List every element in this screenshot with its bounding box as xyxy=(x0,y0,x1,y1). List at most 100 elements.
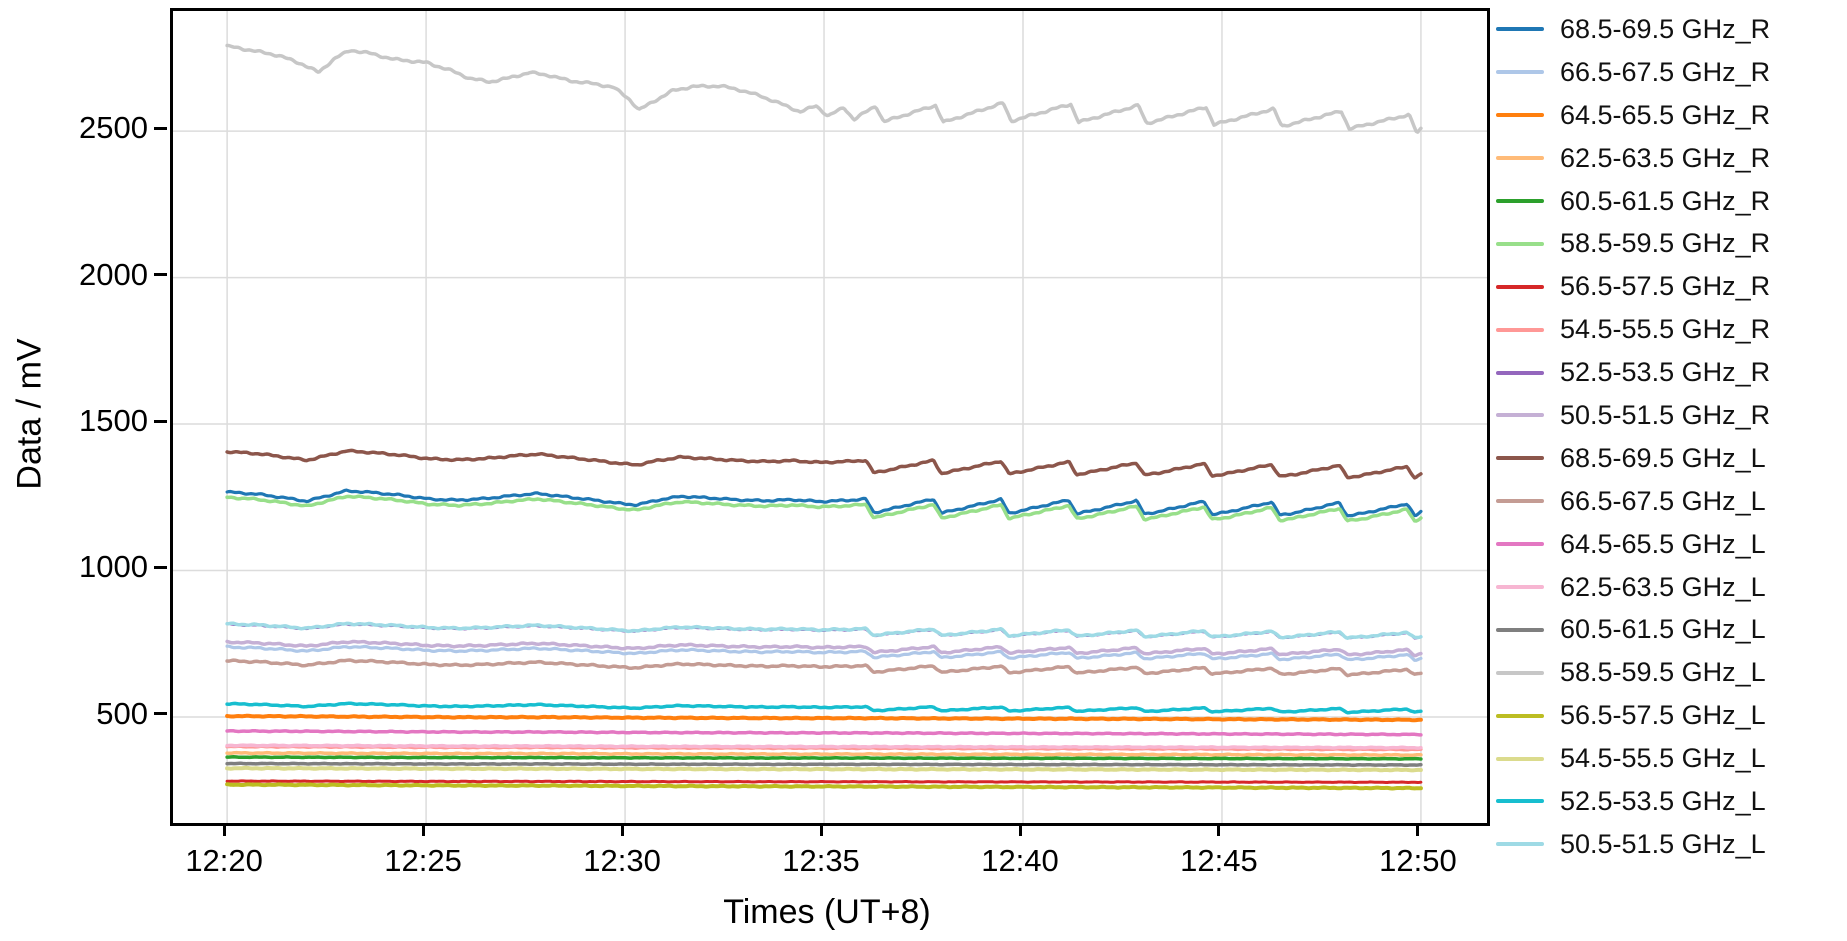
legend-item: 54.5-55.5 GHz_R xyxy=(1496,314,1841,345)
plot-area xyxy=(170,8,1490,826)
y-tick-label: 1500 xyxy=(79,403,148,439)
series-line-68-5-69-5-GHz_L xyxy=(225,448,1423,480)
legend-swatch xyxy=(1496,713,1544,718)
legend-swatch xyxy=(1496,542,1544,547)
legend-label: 64.5-65.5 GHz_L xyxy=(1560,528,1766,559)
legend-item: 56.5-57.5 GHz_R xyxy=(1496,271,1841,302)
x-tick-mark xyxy=(1416,823,1420,836)
legend-swatch xyxy=(1496,756,1544,761)
series-line-60-5-61-5-GHz_R xyxy=(225,755,1423,761)
x-tick-label: 12:20 xyxy=(185,843,263,878)
y-tick-mark xyxy=(154,565,167,569)
legend-label: 50.5-51.5 GHz_L xyxy=(1560,828,1766,859)
legend-item: 64.5-65.5 GHz_L xyxy=(1496,529,1841,560)
legend-label: 60.5-61.5 GHz_L xyxy=(1560,614,1766,645)
y-tick-label: 500 xyxy=(96,695,148,731)
x-axis-label: Times (UT+8) xyxy=(723,893,931,931)
x-tick-label: 12:50 xyxy=(1379,843,1457,878)
y-tick-mark xyxy=(154,273,167,277)
series-line-62-5-63-5-GHz_R xyxy=(225,750,1423,758)
legend-item: 52.5-53.5 GHz_L xyxy=(1496,786,1841,817)
legend-swatch xyxy=(1496,627,1544,632)
y-axis-label: Data / mV xyxy=(10,338,49,490)
legend-item: 62.5-63.5 GHz_R xyxy=(1496,143,1841,174)
series-line-62-5-63-5-GHz_L xyxy=(225,743,1423,750)
x-tick-label: 12:45 xyxy=(1180,843,1258,878)
y-tick-mark xyxy=(154,126,167,130)
legend-label: 62.5-63.5 GHz_L xyxy=(1560,571,1766,602)
legend-label: 54.5-55.5 GHz_L xyxy=(1560,743,1766,774)
legend-label: 68.5-69.5 GHz_L xyxy=(1560,442,1766,473)
legend-item: 64.5-65.5 GHz_R xyxy=(1496,100,1841,131)
x-tick-label: 12:40 xyxy=(981,843,1059,878)
legend-swatch xyxy=(1496,156,1544,161)
legend-item: 68.5-69.5 GHz_L xyxy=(1496,443,1841,474)
legend-label: 56.5-57.5 GHz_R xyxy=(1560,271,1771,302)
legend-swatch xyxy=(1496,670,1544,675)
legend-label: 52.5-53.5 GHz_L xyxy=(1560,785,1766,816)
series-line-52-5-53-5-GHz_L xyxy=(225,701,1423,715)
legend-item: 66.5-67.5 GHz_R xyxy=(1496,57,1841,88)
legend-label: 54.5-55.5 GHz_R xyxy=(1560,314,1771,345)
chart-canvas xyxy=(173,11,1487,823)
series-line-66-5-67-5-GHz_L xyxy=(225,658,1423,678)
legend-swatch xyxy=(1496,799,1544,804)
legend-swatch xyxy=(1496,113,1544,118)
y-tick-mark xyxy=(154,712,167,716)
legend-label: 52.5-53.5 GHz_R xyxy=(1560,357,1771,388)
y-tick-label: 2000 xyxy=(79,256,148,292)
legend-swatch xyxy=(1496,241,1544,246)
legend-label: 66.5-67.5 GHz_L xyxy=(1560,485,1766,516)
legend-swatch xyxy=(1496,585,1544,590)
legend-swatch xyxy=(1496,284,1544,289)
legend-swatch xyxy=(1496,370,1544,375)
legend-swatch xyxy=(1496,413,1544,418)
series-line-58-5-59-5-GHz_L xyxy=(225,43,1423,134)
legend-label: 68.5-69.5 GHz_R xyxy=(1560,13,1771,44)
legend-item: 60.5-61.5 GHz_L xyxy=(1496,614,1841,645)
legend-swatch xyxy=(1496,327,1544,332)
legend-swatch xyxy=(1496,842,1544,847)
y-tick-mark xyxy=(154,419,167,423)
series-line-56-5-57-5-GHz_R xyxy=(225,779,1423,784)
legend-label: 50.5-51.5 GHz_R xyxy=(1560,399,1771,430)
series-line-50-5-51-5-GHz_R xyxy=(225,639,1423,658)
x-tick-mark xyxy=(1217,823,1221,836)
legend-label: 58.5-59.5 GHz_R xyxy=(1560,228,1771,259)
legend-item: 68.5-69.5 GHz_R xyxy=(1496,14,1841,45)
series-line-50-5-51-5-GHz_L xyxy=(225,621,1423,640)
series-line-60-5-61-5-GHz_L xyxy=(225,761,1423,768)
legend-item: 58.5-59.5 GHz_R xyxy=(1496,228,1841,259)
legend-item: 50.5-51.5 GHz_L xyxy=(1496,829,1841,860)
x-tick-mark xyxy=(1018,823,1022,836)
legend-item: 56.5-57.5 GHz_L xyxy=(1496,700,1841,731)
legend-item: 60.5-61.5 GHz_R xyxy=(1496,186,1841,217)
legend-label: 66.5-67.5 GHz_R xyxy=(1560,56,1771,87)
legend-item: 54.5-55.5 GHz_L xyxy=(1496,743,1841,774)
legend-swatch xyxy=(1496,70,1544,75)
legend-swatch xyxy=(1496,199,1544,203)
legend-item: 58.5-59.5 GHz_L xyxy=(1496,657,1841,688)
legend-label: 60.5-61.5 GHz_R xyxy=(1560,185,1771,216)
legend-swatch xyxy=(1496,456,1544,461)
series-line-58-5-59-5-GHz_R xyxy=(225,494,1423,523)
legend-label: 58.5-59.5 GHz_L xyxy=(1560,657,1766,688)
legend-label: 62.5-63.5 GHz_R xyxy=(1560,142,1771,173)
series-line-68-5-69-5-GHz_R xyxy=(225,488,1423,518)
x-tick-mark xyxy=(421,823,425,836)
x-tick-mark xyxy=(222,823,226,836)
x-tick-label: 12:25 xyxy=(384,843,462,878)
legend-item: 66.5-67.5 GHz_L xyxy=(1496,486,1841,517)
legend-item: 52.5-53.5 GHz_R xyxy=(1496,357,1841,388)
legend-item: 50.5-51.5 GHz_R xyxy=(1496,400,1841,431)
series-line-64-5-65-5-GHz_R xyxy=(225,713,1423,723)
y-tick-label: 1000 xyxy=(79,549,148,585)
legend-label: 56.5-57.5 GHz_L xyxy=(1560,700,1766,731)
x-tick-mark xyxy=(819,823,823,836)
series-line-56-5-57-5-GHz_L xyxy=(225,782,1423,791)
legend-swatch xyxy=(1496,499,1544,504)
legend-item: 62.5-63.5 GHz_L xyxy=(1496,572,1841,603)
x-tick-mark xyxy=(620,823,624,836)
series-line-66-5-67-5-GHz_R xyxy=(225,644,1423,662)
